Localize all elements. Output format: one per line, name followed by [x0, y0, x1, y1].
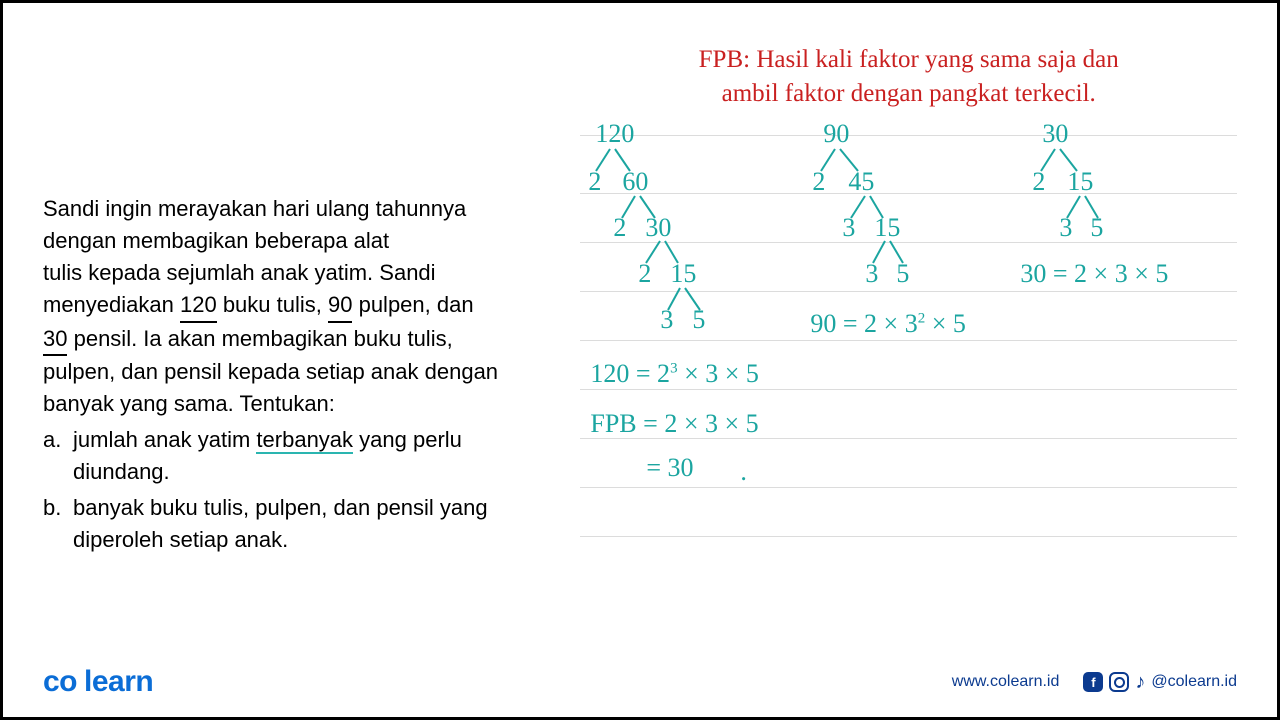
text: yang perlu	[353, 427, 462, 452]
line: 30 pensil. Ia akan membagikan buku tulis…	[43, 323, 550, 357]
t90-3a: 3	[842, 213, 855, 243]
brand-logo: colearn	[43, 665, 153, 699]
t90-3b: 3	[865, 259, 878, 289]
line: menyediakan 120 buku tulis, 90 pulpen, d…	[43, 289, 550, 323]
t120-30: 30	[645, 213, 671, 243]
problem-text: Sandi ingin merayakan hari ulang tahunny…	[43, 193, 550, 556]
logo-learn: learn	[84, 665, 153, 698]
t90-2: 2	[812, 167, 825, 197]
work-area: 120 2 60 2 30 2 15 3 5 90 2 45 3 15 3 5 …	[580, 121, 1237, 571]
text: pensil. Ia akan membagikan buku tulis,	[67, 326, 452, 351]
eq-120: 120 = 23 × 3 × 5	[590, 359, 759, 389]
solution-panel: FPB: Hasil kali faktor yang sama saja da…	[580, 43, 1237, 643]
text: jumlah anak yatim	[73, 427, 256, 452]
t120-2b: 2	[613, 213, 626, 243]
t90: 90	[823, 119, 849, 149]
footer-url: www.colearn.id	[952, 673, 1060, 691]
t120-2c: 2	[638, 259, 651, 289]
marker-a: a.	[43, 424, 61, 456]
text: diundang.	[73, 459, 170, 484]
num-120: 120	[180, 289, 217, 323]
eq120sup: 3	[670, 360, 678, 376]
eq-90: 90 = 2 × 32 × 5	[810, 309, 966, 339]
tiktok-icon: ♪	[1135, 671, 1145, 694]
terbanyak: terbanyak	[256, 427, 353, 454]
line: tulis kepada sejumlah anak yatim. Sandi	[43, 257, 550, 289]
text: banyak buku tulis, pulpen, dan pensil ya…	[73, 495, 488, 520]
facebook-icon: f	[1083, 672, 1103, 692]
t90-15: 15	[874, 213, 900, 243]
text: diperoleh setiap anak.	[73, 527, 288, 552]
t90-5: 5	[896, 259, 909, 289]
t90-45: 45	[848, 167, 874, 197]
tree-lines	[580, 121, 1240, 571]
t30-3: 3	[1059, 213, 1072, 243]
eq90a: 90 = 2 × 3	[810, 309, 917, 338]
fpb-result: = 30	[646, 453, 693, 483]
line: dengan membagikan beberapa alat	[43, 225, 550, 257]
eq90b: × 5	[925, 309, 966, 338]
line: Sandi ingin merayakan hari ulang tahunny…	[43, 193, 550, 225]
eq-30: 30 = 2 × 3 × 5	[1020, 259, 1168, 289]
line: banyak yang sama. Tentukan:	[43, 388, 550, 420]
t30-5: 5	[1090, 213, 1103, 243]
t120-60: 60	[622, 167, 648, 197]
content-area: Sandi ingin merayakan hari ulang tahunny…	[3, 3, 1277, 643]
text: pulpen, dan	[352, 292, 473, 317]
t120-3: 3	[660, 305, 673, 335]
problem-panel: Sandi ingin merayakan hari ulang tahunny…	[43, 43, 580, 643]
num-30: 30	[43, 323, 67, 357]
eq120b: × 3 × 5	[678, 359, 759, 388]
line: pulpen, dan pensil kepada setiap anak de…	[43, 356, 550, 388]
marker-b: b.	[43, 492, 61, 524]
t30-15: 15	[1067, 167, 1093, 197]
rule-line2: ambil faktor dengan pangkat terkecil.	[580, 77, 1237, 111]
instagram-icon	[1109, 672, 1129, 692]
fpb-rule: FPB: Hasil kali faktor yang sama saja da…	[580, 43, 1237, 111]
rule-line1: FPB: Hasil kali faktor yang sama saja da…	[580, 43, 1237, 77]
logo-co: co	[43, 665, 77, 698]
text: menyediakan	[43, 292, 180, 317]
social-handle: @colearn.id	[1151, 673, 1237, 691]
t120-5: 5	[692, 305, 705, 335]
text: buku tulis,	[217, 292, 328, 317]
dot: .	[740, 457, 747, 487]
footer: colearn www.colearn.id f ♪ @colearn.id	[3, 665, 1277, 699]
eq120a: 120 = 2	[590, 359, 670, 388]
num-90: 90	[328, 289, 352, 323]
footer-right: www.colearn.id f ♪ @colearn.id	[952, 671, 1237, 694]
t30-2: 2	[1032, 167, 1045, 197]
item-b: b. banyak buku tulis, pulpen, dan pensil…	[43, 492, 550, 556]
t120: 120	[595, 119, 634, 149]
t120-2a: 2	[588, 167, 601, 197]
fpb-expr: FPB = 2 × 3 × 5	[590, 409, 758, 439]
social-group: f ♪ @colearn.id	[1083, 671, 1237, 694]
t120-15: 15	[670, 259, 696, 289]
item-a: a. jumlah anak yatim terbanyak yang perl…	[43, 424, 550, 488]
t30: 30	[1042, 119, 1068, 149]
